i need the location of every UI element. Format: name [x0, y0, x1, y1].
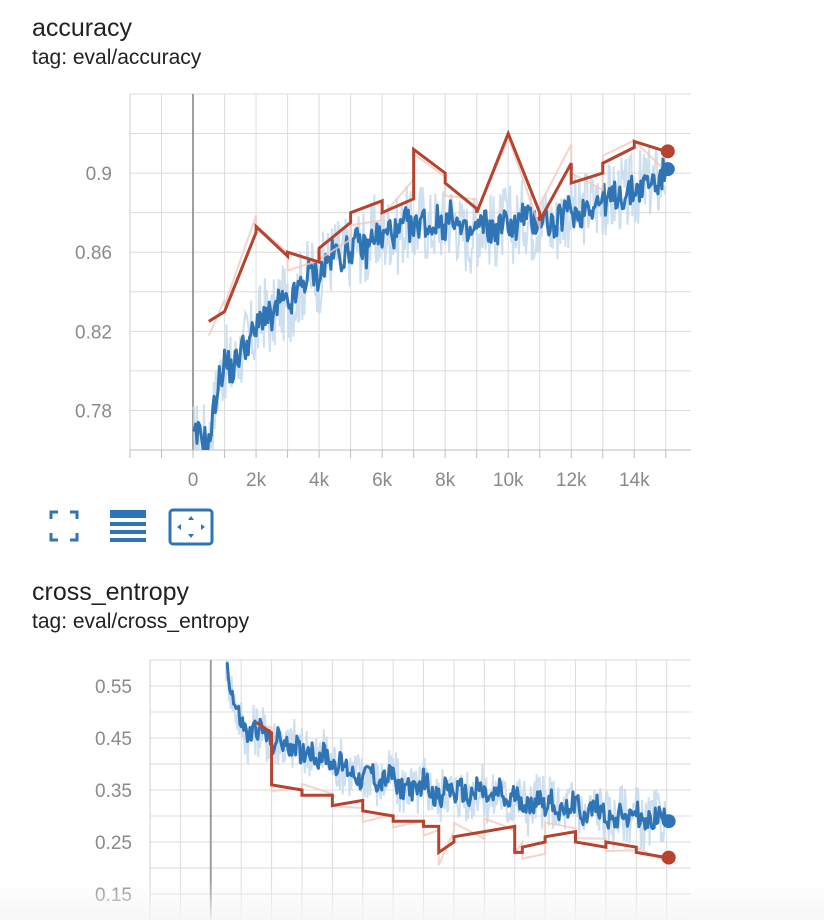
smoothed-series-line: [225, 661, 669, 831]
data-table-icon[interactable]: [108, 508, 148, 544]
x-tick-label: 12k: [556, 470, 587, 491]
plot-area: [224, 660, 669, 866]
chart-tag: tag: eval/accuracy: [32, 46, 202, 69]
x-tick-label: 4k: [309, 470, 330, 491]
x-tick-label: 6k: [372, 470, 393, 491]
series-end-point: [660, 144, 675, 159]
x-tick-label: 8k: [435, 470, 456, 491]
page-bottom-fade: [0, 880, 824, 920]
y-tick-label: 0.45: [95, 729, 132, 750]
y-tick-label: 0.25: [95, 833, 132, 854]
series-end-point: [661, 814, 676, 829]
x-tick-label: 0: [188, 470, 199, 491]
cross-entropy-card: cross_entropy tag: eval/cross_entropy 0.…: [0, 564, 824, 920]
x-tick-label: 10k: [493, 470, 524, 491]
chart-title: accuracy: [32, 14, 133, 42]
smoothed-series-line: [192, 157, 668, 450]
series-end-point: [661, 850, 676, 865]
y-tick-label: 0.86: [75, 243, 112, 264]
fit-domain-icon[interactable]: [168, 508, 214, 546]
chart-title: cross_entropy: [32, 578, 190, 606]
y-tick-label: 0.9: [86, 164, 112, 185]
x-tick-label: 2k: [246, 470, 267, 491]
accuracy-chart[interactable]: 0.78 0.82 0.86 0.9 0 2k 4k 6k 8k 10k 12k 14k: [0, 0, 824, 500]
y-tick-label: 0.82: [75, 322, 112, 343]
y-tick-label: 0.78: [75, 401, 112, 422]
smoothed-series-line: [207, 129, 667, 323]
fullscreen-icon[interactable]: [48, 508, 80, 544]
accuracy-card: accuracy tag: eval/accuracy 0.78 0.82 0.86…: [0, 0, 824, 546]
y-tick-label: 0.55: [95, 677, 132, 698]
raw-series-line: [207, 136, 667, 337]
smoothed-series-line: [255, 721, 667, 860]
y-tick-label: 0.35: [95, 781, 132, 802]
cross-entropy-chart[interactable]: 0.150.250.350.450.55: [0, 564, 824, 920]
chart-tag: tag: eval/cross_entropy: [32, 610, 250, 633]
raw-series-line: [192, 145, 666, 450]
plot-area: [192, 129, 668, 450]
series-end-point: [660, 162, 675, 177]
x-tick-label: 14k: [619, 470, 650, 491]
